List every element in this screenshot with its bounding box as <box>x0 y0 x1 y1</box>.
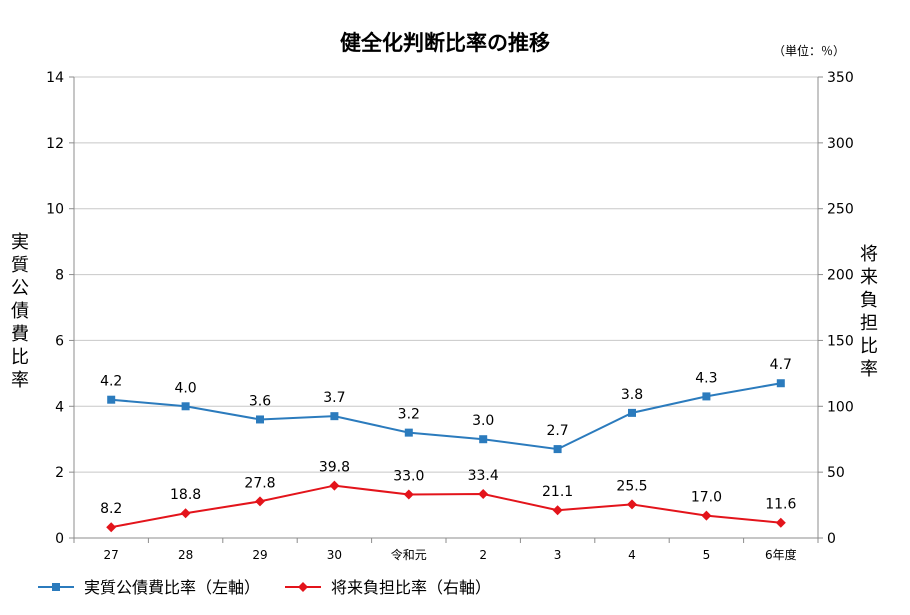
series-1-point <box>404 428 413 437</box>
y-right-tick-label: 350 <box>827 70 854 86</box>
x-tick-label: 27 <box>104 548 119 562</box>
data-label: 27.8 <box>244 475 275 491</box>
series-2-point <box>552 505 563 516</box>
series-1-point <box>702 392 711 401</box>
data-label: 17.0 <box>691 490 722 506</box>
y-left-tick-label: 6 <box>55 333 64 349</box>
series-1-point <box>553 445 562 454</box>
y-left-tick-label: 12 <box>46 136 64 152</box>
x-tick-label: 29 <box>252 548 267 562</box>
series-2-point <box>255 496 265 507</box>
y-left-tick-label: 14 <box>46 70 64 86</box>
data-label: 3.7 <box>323 390 345 406</box>
y-right-tick-label: 300 <box>827 136 854 152</box>
y-right-tick-label: 150 <box>827 333 854 349</box>
data-label: 4.0 <box>174 380 196 396</box>
series-2-point <box>627 499 637 510</box>
series-line-2 <box>111 484 781 529</box>
series-2-point <box>180 508 191 519</box>
x-tick-label: 6年度 <box>765 547 797 562</box>
legend-label-2: 将来負担比率（右軸） <box>331 578 491 597</box>
series-2-point <box>106 522 117 533</box>
y-left-tick-label: 8 <box>55 268 64 284</box>
y-right-tick-label: 200 <box>827 268 854 284</box>
series-2-point <box>775 517 786 528</box>
y-left-axis-title: 実質公債費比率 <box>11 232 29 391</box>
y-right-tick-label: 100 <box>827 399 854 415</box>
legend-marker-1 <box>52 583 60 591</box>
data-label: 25.5 <box>616 478 647 494</box>
series-2-point <box>478 489 489 500</box>
series-1-point <box>479 435 488 444</box>
y-right-tick-label: 250 <box>827 202 854 218</box>
x-tick-label: 2 <box>479 548 487 562</box>
data-label: 3.6 <box>249 393 271 409</box>
series-1-point <box>107 395 116 404</box>
data-label: 2.7 <box>546 423 568 439</box>
x-tick-label: 5 <box>703 548 711 562</box>
data-label: 33.0 <box>393 469 424 485</box>
legend-label-1: 実質公債費比率（左軸） <box>84 578 260 597</box>
series-2-point <box>403 489 414 500</box>
data-label: 4.3 <box>695 370 717 386</box>
data-label: 18.8 <box>170 487 201 503</box>
legend-marker-2 <box>298 582 308 592</box>
data-label: 4.2 <box>100 374 122 390</box>
unit-note: （単位：％） <box>773 43 845 58</box>
x-tick-label: 28 <box>178 548 193 562</box>
y-left-tick-label: 4 <box>55 399 64 415</box>
y-left-tick-label: 2 <box>55 465 64 481</box>
series-1-point <box>181 402 190 411</box>
data-label: 3.0 <box>472 413 494 429</box>
series-1-point <box>628 408 636 417</box>
y-right-axis-title: 将来負担比率 <box>860 244 878 380</box>
x-tick-label: 3 <box>554 548 562 562</box>
series-1-point <box>330 412 339 421</box>
y-left-tick-label: 10 <box>46 202 64 218</box>
series-1-point <box>256 415 264 424</box>
data-label: 11.6 <box>765 497 796 513</box>
data-label: 3.8 <box>621 387 643 403</box>
x-tick-label: 4 <box>628 548 636 562</box>
data-label: 8.2 <box>100 501 122 517</box>
data-label: 39.8 <box>319 460 350 476</box>
x-tick-label: 令和元 <box>391 547 427 562</box>
y-right-tick-label: 50 <box>827 465 845 481</box>
y-left-tick-label: 0 <box>55 531 64 547</box>
data-label: 4.7 <box>770 357 792 373</box>
data-label: 3.2 <box>398 407 420 423</box>
data-label: 33.4 <box>468 468 499 484</box>
x-tick-label: 30 <box>327 548 342 562</box>
series-2-point <box>701 510 712 521</box>
series-line-1 <box>111 382 781 451</box>
y-right-tick-label: 0 <box>827 531 836 547</box>
series-1-point <box>776 379 785 388</box>
series-2-point <box>329 480 340 491</box>
chart-title: 健全化判断比率の推移 <box>340 31 550 55</box>
data-label: 21.1 <box>542 484 573 500</box>
